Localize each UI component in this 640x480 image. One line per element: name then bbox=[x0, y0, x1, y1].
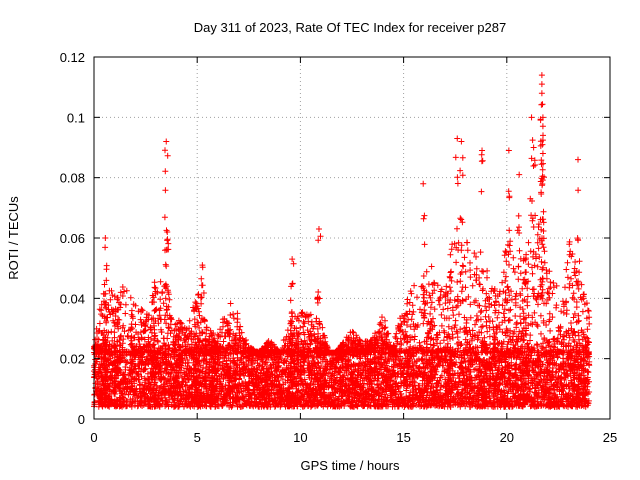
outlier-point bbox=[420, 180, 427, 187]
outlier-point bbox=[538, 90, 545, 97]
outlier-point bbox=[538, 81, 545, 88]
y-tick-label: 0.04 bbox=[60, 291, 85, 306]
outlier-point bbox=[315, 225, 322, 232]
x-axis-label: GPS time / hours bbox=[301, 458, 400, 473]
outlier-point bbox=[505, 147, 512, 154]
outlier-point bbox=[199, 262, 206, 269]
outlier-point bbox=[102, 235, 109, 241]
y-tick-label: 0.1 bbox=[67, 110, 85, 125]
outlier-point bbox=[164, 228, 171, 235]
y-tick-label: 0 bbox=[78, 412, 85, 427]
x-tick-label: 10 bbox=[293, 430, 307, 445]
scatter-points-cloud bbox=[91, 101, 593, 410]
y-tick-label: 0.02 bbox=[60, 352, 85, 367]
y-axis-label: ROTI / TECUs bbox=[6, 196, 21, 280]
outlier-point bbox=[516, 171, 523, 178]
y-tick-label: 0.08 bbox=[60, 171, 85, 186]
x-tick-label: 25 bbox=[603, 430, 617, 445]
outlier-point bbox=[454, 135, 461, 142]
outlier-point bbox=[538, 72, 545, 79]
x-tick-label: 15 bbox=[396, 430, 410, 445]
outlier-point bbox=[479, 147, 486, 154]
chart-title: Day 311 of 2023, Rate Of TEC Index for r… bbox=[194, 20, 506, 35]
outlier-point bbox=[539, 150, 546, 157]
outlier-point bbox=[575, 156, 582, 163]
data-points bbox=[91, 72, 593, 410]
axis-ticks: 0 5 10 15 20 25 0 0.02 0.04 0.06 0.08 0.1 0.12 bbox=[60, 50, 618, 445]
grid-lines bbox=[94, 57, 610, 419]
outlier-point bbox=[163, 138, 170, 145]
x-tick-label: 5 bbox=[194, 430, 201, 445]
outlier-point bbox=[289, 256, 296, 263]
outlier-point bbox=[539, 114, 546, 121]
outlier-point bbox=[528, 114, 535, 121]
outlier-point bbox=[530, 144, 537, 151]
outlier-point bbox=[458, 138, 465, 145]
y-tick-label: 0.12 bbox=[60, 50, 85, 65]
y-tick-label: 0.06 bbox=[60, 231, 85, 246]
x-tick-label: 20 bbox=[500, 430, 514, 445]
x-tick-label: 0 bbox=[90, 430, 97, 445]
